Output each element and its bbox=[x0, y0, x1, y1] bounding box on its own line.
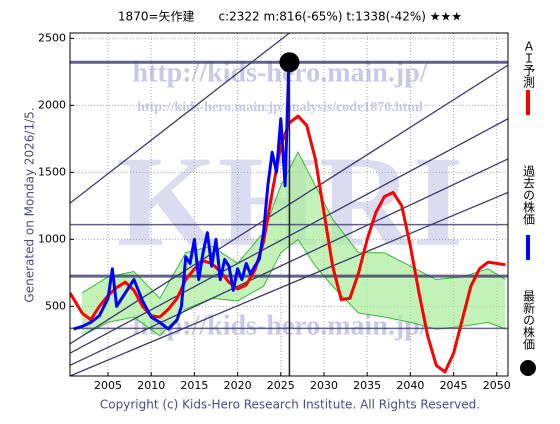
x-tick-label: 2040 bbox=[396, 379, 424, 392]
legend-label: 過去の株価 bbox=[522, 165, 536, 225]
x-tick-label: 2050 bbox=[483, 379, 511, 392]
x-tick-label: 2035 bbox=[353, 379, 381, 392]
band-upper bbox=[81, 151, 506, 300]
trend-line bbox=[70, 33, 290, 204]
x-tick-label: 2005 bbox=[94, 379, 122, 392]
legend-label: 最新の株価 bbox=[522, 290, 536, 350]
legend-label: ＡＩ予測 bbox=[522, 40, 536, 89]
x-tick-label: 2010 bbox=[137, 379, 165, 392]
plot-frame bbox=[69, 32, 509, 377]
series-line bbox=[73, 62, 291, 331]
y-tick-label: 1500 bbox=[38, 165, 66, 178]
latest-marker bbox=[279, 52, 300, 73]
x-tick-label: 2015 bbox=[180, 379, 208, 392]
watermark: http://kids-hero.main.jp/analysis/code18… bbox=[137, 100, 423, 115]
x-tick-label: 2045 bbox=[440, 379, 468, 392]
footer: Copyright (c) Kids-Hero Research Institu… bbox=[100, 398, 480, 412]
x-tick-label: 2030 bbox=[310, 379, 338, 392]
chart-title: 1870=矢作建 c:2322 m:816(-65%) t:1338(-42%)… bbox=[118, 10, 462, 24]
y-tick-label: 2500 bbox=[38, 31, 66, 44]
y-tick-label: 1000 bbox=[38, 232, 66, 245]
x-tick-label: 2020 bbox=[224, 379, 252, 392]
side-note: Generated on Monday 2026/1/5. bbox=[23, 107, 37, 302]
y-tick-label: 2000 bbox=[38, 98, 66, 111]
legend-swatch bbox=[520, 360, 536, 376]
x-tick-label: 2025 bbox=[267, 379, 295, 392]
y-tick-label: 500 bbox=[45, 299, 66, 312]
